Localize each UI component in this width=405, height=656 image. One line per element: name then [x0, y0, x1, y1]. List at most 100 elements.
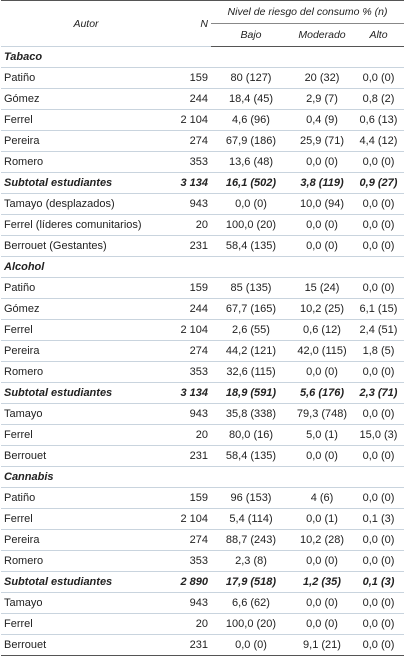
value-cell: 0,0 (0)	[353, 613, 405, 635]
value-cell: 17,9 (518)	[211, 571, 291, 593]
value-cell: 15,0 (3)	[353, 424, 405, 446]
author-cell: Ferrel	[1, 319, 171, 341]
value-cell: 88,7 (243)	[211, 529, 291, 551]
value-cell: 2,3 (71)	[353, 382, 405, 404]
value-cell: 5,0 (1)	[291, 424, 353, 446]
value-cell: 100,0 (20)	[211, 613, 291, 635]
table-row: Subtotal estudiantes 3 134 16,1 (502) 3,8 (…	[1, 172, 405, 194]
table-row: Subtotal estudiantes 2 890 17,9 (518) 1,2 (…	[1, 571, 405, 593]
value-cell: 10,0 (94)	[291, 193, 353, 215]
section-title: Tabaco	[1, 46, 405, 68]
author-cell: Patiño	[1, 487, 171, 509]
table-row: Berrouet (Gestantes) 231 58,4 (135) 0,0 (0)…	[1, 235, 405, 257]
value-cell: 0,0 (0)	[353, 277, 405, 299]
author-cell: Ferrel	[1, 508, 171, 530]
value-cell: 80 (127)	[211, 67, 291, 89]
n-cell: 2 890	[171, 571, 211, 593]
author-cell: Tamayo	[1, 403, 171, 425]
table-row: Berrouet 231 0,0 (0) 9,1 (21) 0,0 (0)	[1, 634, 405, 656]
value-cell: 0,0 (0)	[353, 487, 405, 509]
n-cell: 3 134	[171, 172, 211, 194]
level-header: Bajo	[211, 23, 291, 47]
value-cell: 2,6 (55)	[211, 319, 291, 341]
table-row: Ferrel (líderes comunitarios) 20 100,0 (20…	[1, 214, 405, 236]
value-cell: 20 (32)	[291, 67, 353, 89]
author-cell: Ferrel	[1, 613, 171, 635]
value-cell: 0,0 (0)	[291, 445, 353, 467]
table-row: Patiño 159 96 (153) 4 (6) 0,0 (0)	[1, 487, 405, 509]
value-cell: 16,1 (502)	[211, 172, 291, 194]
value-cell: 6,6 (62)	[211, 592, 291, 614]
author-cell: Pereira	[1, 529, 171, 551]
n-cell: 353	[171, 550, 211, 572]
section-title: Alcohol	[1, 256, 405, 278]
value-cell: 9,1 (21)	[291, 634, 353, 656]
table-row: Ferrel 2 104 2,6 (55) 0,6 (12) 2,4 (51)	[1, 319, 405, 341]
value-cell: 0,0 (0)	[353, 403, 405, 425]
value-cell: 42,0 (115)	[291, 340, 353, 362]
table-row: Romero 353 13,6 (48) 0,0 (0) 0,0 (0)	[1, 151, 405, 173]
section-row: Alcohol	[1, 256, 405, 278]
value-cell: 2,9 (7)	[291, 88, 353, 110]
author-cell: Gómez	[1, 298, 171, 320]
author-cell: Tamayo	[1, 592, 171, 614]
n-cell: 943	[171, 403, 211, 425]
n-cell: 2 104	[171, 319, 211, 341]
value-cell: 0,0 (0)	[353, 529, 405, 551]
table-row: Romero 353 2,3 (8) 0,0 (0) 0,0 (0)	[1, 550, 405, 572]
value-cell: 0,0 (0)	[211, 193, 291, 215]
value-cell: 58,4 (135)	[211, 235, 291, 257]
author-cell: Berrouet	[1, 634, 171, 656]
author-cell: Ferrel (líderes comunitarios)	[1, 214, 171, 236]
value-cell: 0,6 (12)	[291, 319, 353, 341]
n-cell: 231	[171, 445, 211, 467]
n-cell: 231	[171, 634, 211, 656]
value-cell: 32,6 (115)	[211, 361, 291, 383]
n-cell: 353	[171, 151, 211, 173]
value-cell: 0,8 (2)	[353, 88, 405, 110]
value-cell: 0,4 (9)	[291, 109, 353, 131]
section-title: Cannabis	[1, 466, 405, 488]
value-cell: 0,0 (0)	[291, 592, 353, 614]
value-cell: 2,4 (51)	[353, 319, 405, 341]
n-cell: 274	[171, 529, 211, 551]
table-row: Ferrel 20 100,0 (20) 0,0 (0) 0,0 (0)	[1, 613, 405, 635]
n-cell: 274	[171, 130, 211, 152]
value-cell: 0,0 (0)	[353, 634, 405, 656]
table-row: Pereira 274 44,2 (121) 42,0 (115) 1,8 (5)	[1, 340, 405, 362]
section-row: Cannabis	[1, 466, 405, 488]
author-header: Autor	[1, 0, 171, 47]
section-row: Tabaco	[1, 46, 405, 68]
value-cell: 0,0 (0)	[353, 361, 405, 383]
value-cell: 96 (153)	[211, 487, 291, 509]
table-row: Ferrel 2 104 5,4 (114) 0,0 (1) 0,1 (3)	[1, 508, 405, 530]
n-cell: 20	[171, 424, 211, 446]
author-cell: Berrouet (Gestantes)	[1, 235, 171, 257]
author-cell: Patiño	[1, 277, 171, 299]
n-cell: 943	[171, 193, 211, 215]
value-cell: 0,0 (0)	[291, 235, 353, 257]
level-header: Alto	[353, 23, 405, 47]
n-cell: 2 104	[171, 508, 211, 530]
value-cell: 6,1 (15)	[353, 298, 405, 320]
value-cell: 44,2 (121)	[211, 340, 291, 362]
value-cell: 0,0 (0)	[353, 214, 405, 236]
table-row: Gómez 244 67,7 (165) 10,2 (25) 6,1 (15)	[1, 298, 405, 320]
author-cell: Subtotal estudiantes	[1, 571, 171, 593]
table-row: Tamayo (desplazados) 943 0,0 (0) 10,0 (94) 0…	[1, 193, 405, 215]
n-cell: 159	[171, 487, 211, 509]
value-cell: 18,9 (591)	[211, 382, 291, 404]
table-row: Romero 353 32,6 (115) 0,0 (0) 0,0 (0)	[1, 361, 405, 383]
value-cell: 79,3 (748)	[291, 403, 353, 425]
value-cell: 0,1 (3)	[353, 508, 405, 530]
value-cell: 10,2 (25)	[291, 298, 353, 320]
value-cell: 0,1 (3)	[353, 571, 405, 593]
table-row: Ferrel 2 104 4,6 (96) 0,4 (9) 0,6 (13)	[1, 109, 405, 131]
n-cell: 244	[171, 298, 211, 320]
value-cell: 0,0 (0)	[353, 550, 405, 572]
value-cell: 67,9 (186)	[211, 130, 291, 152]
author-cell: Pereira	[1, 340, 171, 362]
table-row: Subtotal estudiantes 3 134 18,9 (591) 5,6 (…	[1, 382, 405, 404]
n-cell: 20	[171, 613, 211, 635]
